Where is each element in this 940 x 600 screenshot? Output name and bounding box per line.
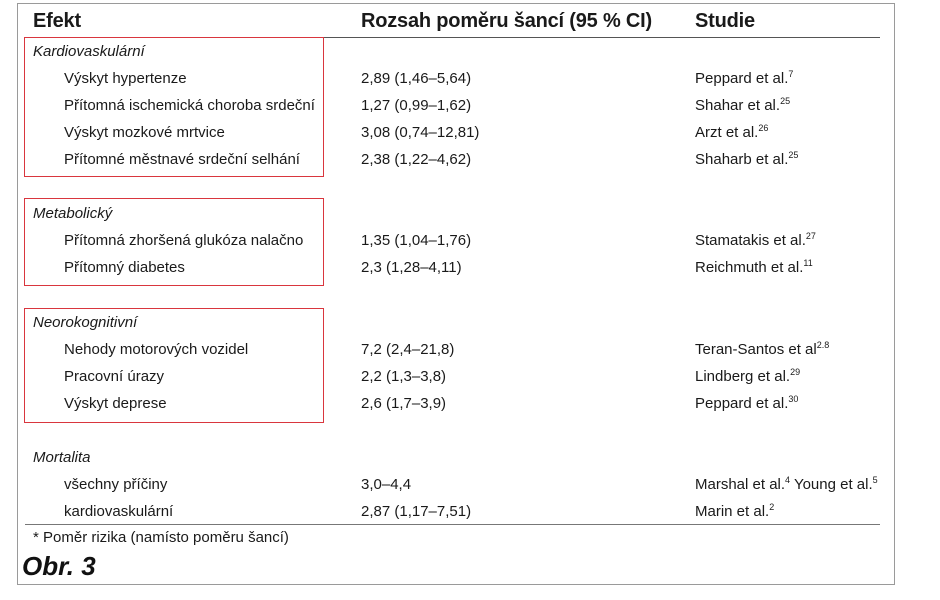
reference-superscript: 27 (805, 231, 816, 241)
table-row: kardiovaskulární 2,87 (1,17–7,51) Marin … (0, 498, 940, 525)
study-cell: Peppard et al.30 (695, 394, 799, 413)
table-row: Přítomný diabetes 2,3 (1,28–4,11) Reichm… (0, 254, 940, 281)
header-rule (25, 37, 880, 38)
header-ci: Rozsah poměru šancí (95 % CI) (361, 10, 652, 32)
ci-cell: 2,3 (1,28–4,11) (361, 259, 462, 276)
reference-superscript: 25 (780, 96, 791, 106)
reference-superscript: 30 (788, 394, 799, 404)
reference-superscript: 2 (769, 502, 775, 512)
table-row: Přítomná ischemická choroba srdeční 1,27… (0, 92, 940, 119)
effect-cell: Nehody motorových vozidel (64, 341, 249, 358)
ci-cell: 7,2 (2,4–21,8) (361, 341, 455, 358)
reference-superscript: 11 (803, 258, 813, 268)
figure-label: Obr. 3 (22, 551, 96, 581)
effect-cell: Přítomná zhoršená glukóza nalačno (64, 232, 304, 249)
table-row: Výskyt mozkové mrtvice 3,08 (0,74–12,81)… (0, 119, 940, 146)
reference-superscript: 5 (872, 475, 878, 485)
effect-cell: Pracovní úrazy (64, 368, 165, 385)
table-row: Výskyt hypertenze 2,89 (1,46–5,64) Peppa… (0, 65, 940, 92)
effect-cell: Přítomné městnavé srdeční selhání (64, 151, 300, 168)
ci-cell: 3,08 (0,74–12,81) (361, 124, 480, 141)
category-label: Mortalita (33, 449, 91, 466)
category-row: Mortalita (0, 444, 940, 471)
bottom-rule (25, 524, 880, 525)
category-row: Neorokognitivní (0, 309, 940, 336)
study-cell: Arzt et al.26 (695, 123, 769, 142)
effect-cell: Výskyt deprese (64, 395, 167, 412)
reference-superscript: 29 (790, 367, 801, 377)
study-cell: Reichmuth et al.11 (695, 258, 813, 277)
reference-superscript: 7 (788, 69, 794, 79)
table-row: Pracovní úrazy 2,2 (1,3–3,8) Lindberg et… (0, 363, 940, 390)
category-label: Metabolický (33, 205, 113, 222)
ci-cell: 2,87 (1,17–7,51) (361, 503, 472, 520)
effect-cell: Výskyt hypertenze (64, 70, 187, 87)
highlight-box-neurocognitive (24, 308, 324, 423)
header-study: Studie (695, 10, 755, 32)
reference-superscript: 25 (788, 150, 799, 160)
study-cell: Marshal et al.4 Young et al.5 (695, 475, 878, 494)
table-row: Přítomná zhoršená glukóza nalačno 1,35 (… (0, 227, 940, 254)
table-row: Výskyt deprese 2,6 (1,7–3,9) Peppard et … (0, 390, 940, 417)
reference-superscript: 2.8 (816, 340, 830, 350)
footnote: * Poměr rizika (namísto poměru šancí) (33, 529, 289, 546)
ci-cell: 2,2 (1,3–3,8) (361, 368, 447, 385)
category-label: Kardiovaskulární (33, 43, 145, 60)
category-row: Kardiovaskulární (0, 38, 940, 65)
study-cell: Peppard et al.7 (695, 69, 794, 88)
reference-superscript: 4 (785, 475, 791, 485)
effect-cell: Přítomný diabetes (64, 259, 185, 276)
table-frame (17, 3, 895, 585)
highlight-box-cardiovascular (24, 37, 324, 177)
study-cell: Shahar et al.25 (695, 96, 791, 115)
category-row: Metabolický (0, 200, 940, 227)
ci-cell: 2,6 (1,7–3,9) (361, 395, 447, 412)
table-row: Přítomné městnavé srdeční selhání 2,38 (… (0, 146, 940, 173)
effect-cell: Přítomná ischemická choroba srdeční (64, 97, 315, 114)
ci-cell: 2,89 (1,46–5,64) (361, 70, 472, 87)
ci-cell: 3,0–4,4 (361, 476, 412, 493)
category-label: Neorokognitivní (33, 314, 138, 331)
effect-cell: Výskyt mozkové mrtvice (64, 124, 225, 141)
study-cell: Teran-Santos et al2.8 (695, 340, 830, 359)
header-effect: Efekt (33, 10, 81, 32)
table-row: Nehody motorových vozidel 7,2 (2,4–21,8)… (0, 336, 940, 363)
effect-cell: všechny příčiny (64, 476, 168, 493)
effect-cell: kardiovaskulární (64, 503, 174, 520)
study-cell: Lindberg et al.29 (695, 367, 801, 386)
ci-cell: 2,38 (1,22–4,62) (361, 151, 472, 168)
study-cell: Stamatakis et al.27 (695, 231, 816, 250)
ci-cell: 1,27 (0,99–1,62) (361, 97, 472, 114)
table-row: všechny příčiny 3,0–4,4 Marshal et al.4 … (0, 471, 940, 498)
reference-superscript: 26 (758, 123, 769, 133)
highlight-box-metabolic (24, 198, 324, 286)
study-cell: Marin et al.2 (695, 502, 775, 521)
study-cell: Shaharb et al.25 (695, 150, 799, 169)
ci-cell: 1,35 (1,04–1,76) (361, 232, 472, 249)
